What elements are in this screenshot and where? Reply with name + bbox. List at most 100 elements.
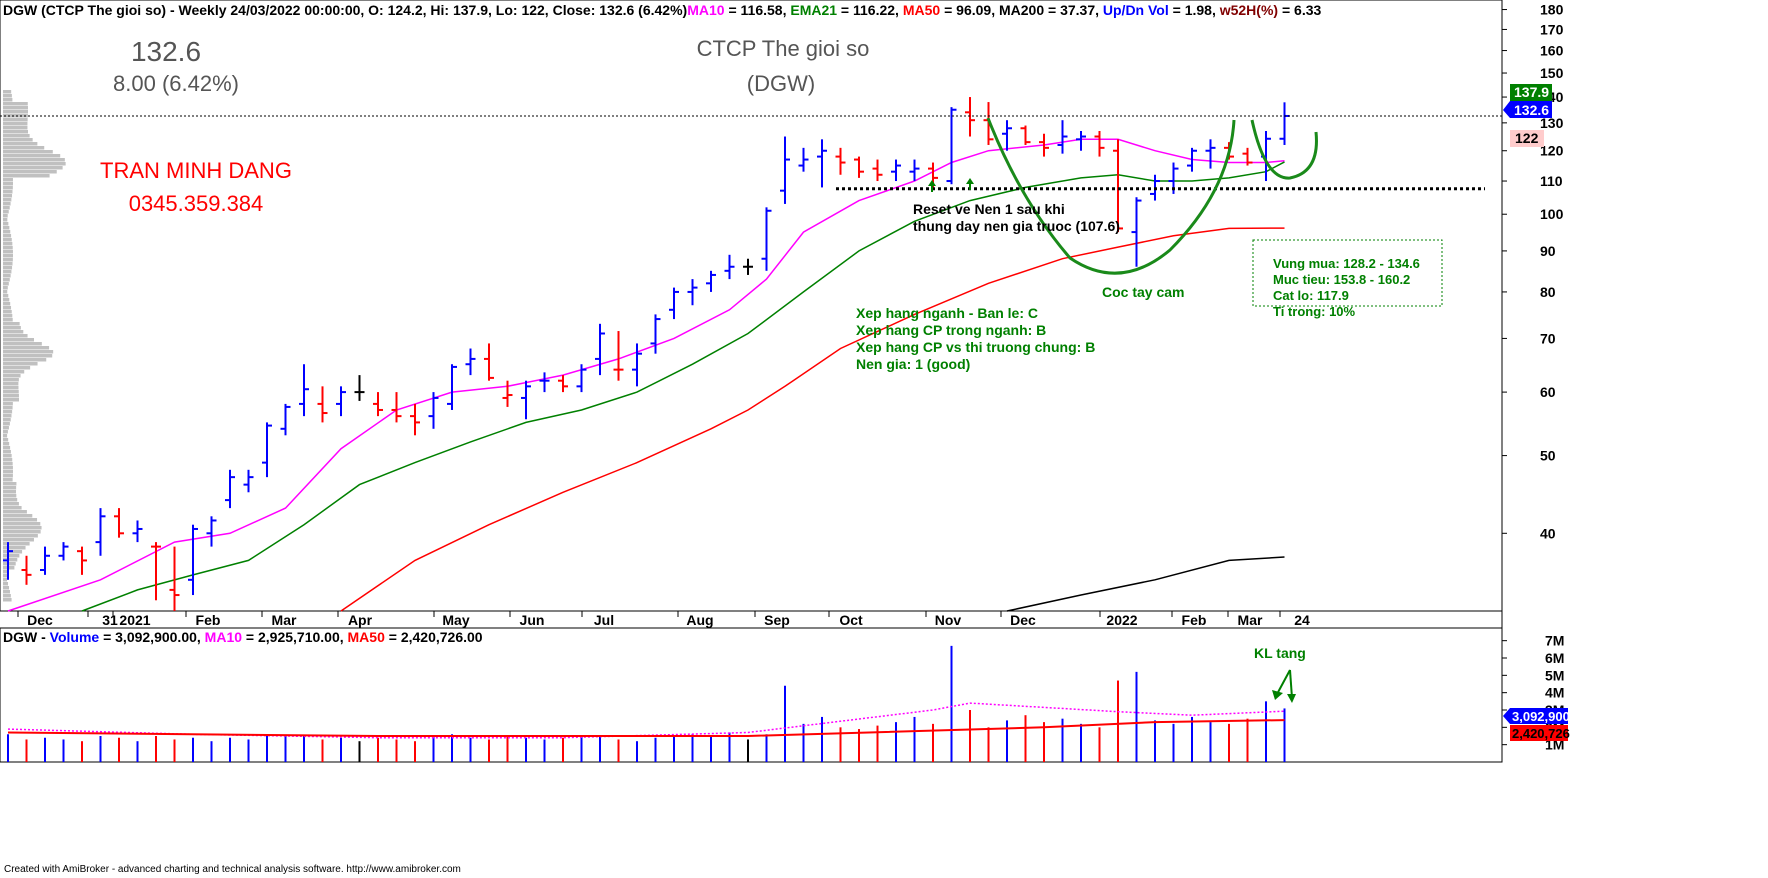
- price-bar: [909, 159, 920, 182]
- time-tick-label: Apr: [348, 612, 373, 628]
- up-arrow-icon: [966, 178, 974, 190]
- price-bar: [743, 258, 753, 275]
- price-bar: [373, 392, 383, 417]
- author-phone: 0345.359.384: [129, 191, 264, 216]
- volume-profile-bin: [3, 394, 19, 398]
- volume-profile-bin: [3, 234, 12, 238]
- volume-profile-bin: [3, 142, 38, 146]
- volume-ma10-line: [7, 702, 1285, 739]
- price-bar: [687, 279, 698, 306]
- price-tick-label: 160: [1540, 43, 1564, 59]
- cup-label: Coc tay cam: [1102, 284, 1184, 300]
- price-tick-label: 130: [1540, 115, 1564, 131]
- volume-profile-bin: [3, 374, 21, 378]
- volume-profile-bin: [3, 470, 13, 474]
- volume-profile-bin: [3, 442, 10, 446]
- price-bar: [539, 372, 550, 393]
- ma50-volume-tag-text: 2,420,726: [1512, 726, 1570, 741]
- handle-arc: [1250, 119, 1318, 180]
- time-tick-label: Mar: [1238, 612, 1263, 628]
- volume-moving-averages: [7, 702, 1285, 739]
- volume-profile-bin: [3, 118, 28, 122]
- price-bar: [447, 364, 457, 410]
- volume-profile-bin: [3, 274, 11, 278]
- price-bar: [391, 392, 402, 423]
- price-bar: [1039, 133, 1049, 157]
- volume-profile-bin: [3, 102, 28, 106]
- volume-profile-bin: [3, 490, 17, 494]
- volume-profile-bin: [3, 538, 34, 542]
- volume-profile-bin: [3, 214, 8, 218]
- volume-profile-bin: [3, 406, 13, 410]
- price-tick-label: 40: [1540, 525, 1556, 541]
- volume-profile-bin: [3, 534, 38, 538]
- price-bar: [595, 323, 605, 376]
- volume-tick-label: 4M: [1545, 685, 1564, 701]
- price-axis: 180170160150140130120110100908070605040: [1502, 2, 1564, 541]
- volume-profile-bin: [3, 178, 13, 182]
- price-tick-label: 50: [1540, 448, 1556, 464]
- time-tick-label: May: [442, 612, 469, 628]
- price-bar: [1076, 130, 1086, 151]
- time-axis: Dec 31 2021 Feb Mar Apr May Jun Jul Aug Sep Oct Nov D…: [17, 611, 1310, 628]
- volume-profile-bin: [3, 474, 13, 478]
- volume-profile-bin: [3, 154, 61, 158]
- volume-profile-bin: [3, 210, 9, 214]
- volume-profile-bin: [3, 562, 16, 566]
- volume-profile-bin: [3, 422, 10, 426]
- price-bar: [650, 314, 661, 354]
- last-price: 132.6: [131, 36, 201, 67]
- volume-profile-bin: [3, 586, 10, 590]
- volume-tick-label: 5M: [1545, 667, 1564, 683]
- kl-tang-annotation: KL tang: [1254, 645, 1306, 703]
- price-bar: [946, 107, 957, 185]
- price-tags: 137.9 132.6 122: [1503, 84, 1552, 147]
- volume-profile-bin: [3, 358, 47, 362]
- ma50-volume-tag: [1510, 725, 1568, 741]
- arrow-head-icon: [1272, 690, 1283, 700]
- price-bar: [558, 375, 568, 393]
- price-bar: [724, 254, 735, 280]
- reset-note-line2: thung day nen gia truoc (107.6): [913, 218, 1120, 234]
- price-bar: [206, 516, 217, 547]
- price-bar: [58, 542, 69, 561]
- time-tick-label: 2022: [1106, 612, 1137, 628]
- volume-profile-bin: [3, 130, 29, 134]
- volume-header: DGW - Volume = 3,092,900.00, MA10 = 2,92…: [3, 629, 483, 645]
- price-bar: [1205, 139, 1216, 169]
- volume-profile-bin: [3, 498, 18, 502]
- volume-profile-bin: [3, 94, 12, 98]
- price-bar: [317, 386, 328, 423]
- price-bar: [502, 380, 513, 407]
- price-bar: [484, 343, 494, 381]
- volume-profile-bin: [3, 558, 18, 562]
- volume-profile-bin: [3, 170, 57, 174]
- volume-profile-bin: [3, 110, 29, 114]
- volume-profile-bin: [3, 166, 63, 170]
- high-tag: [1510, 84, 1552, 101]
- low-tag: [1510, 130, 1544, 147]
- trade-plan-line: Muc tieu: 153.8 - 160.2: [1273, 272, 1410, 287]
- price-bar: [299, 364, 309, 417]
- volume-profile-bin: [3, 306, 12, 310]
- volume-profile-bin: [3, 282, 9, 286]
- volume-tag: [1503, 708, 1568, 724]
- reset-note-line1: Reset ve Nen 1 sau khi: [913, 201, 1065, 217]
- price-bar: [132, 520, 143, 543]
- price-bar: [632, 343, 642, 387]
- price-bar: [114, 508, 124, 538]
- price-bar: [669, 287, 679, 320]
- volume-profile-bin: [3, 150, 53, 154]
- volume-profile-bin: [3, 334, 28, 338]
- price-bar: [169, 546, 180, 611]
- price-bar: [280, 403, 291, 436]
- price-bar: [225, 469, 235, 509]
- trade-plan-box: [1252, 239, 1443, 307]
- volume-profile-bin: [3, 530, 41, 534]
- volume-profile-bin: [3, 90, 12, 94]
- down-arrow-icon: [1289, 669, 1293, 699]
- volume-profile-bin: [3, 446, 11, 450]
- volume-profile-bin: [3, 582, 9, 586]
- volume-profile-bin: [3, 174, 50, 178]
- volume-profile-bin: [3, 182, 13, 186]
